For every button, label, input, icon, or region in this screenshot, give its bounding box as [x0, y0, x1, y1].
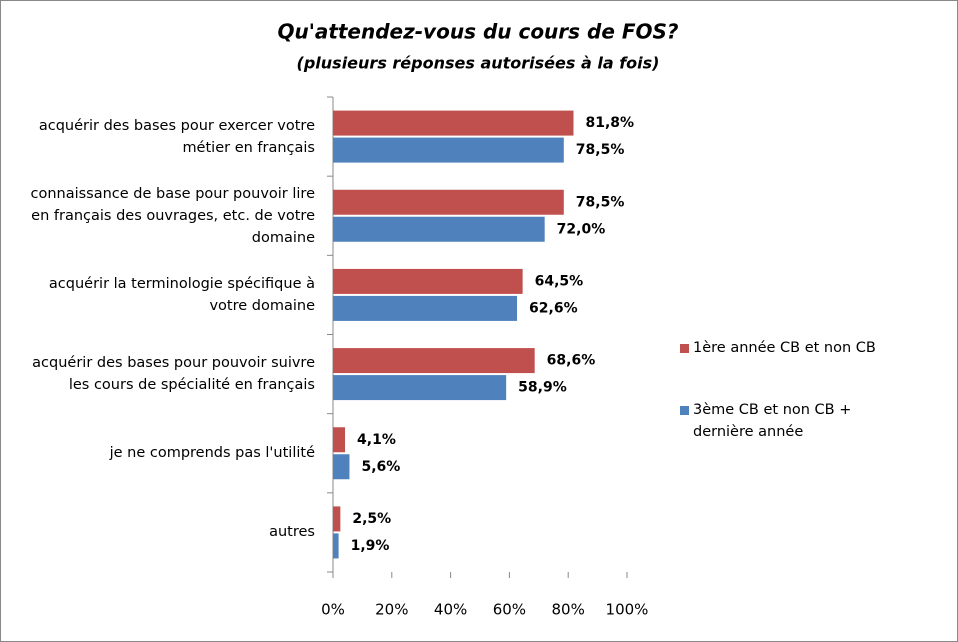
bar — [333, 375, 507, 401]
bar — [333, 454, 350, 480]
x-tick-label: 80% — [552, 601, 585, 619]
value-label: 1,9% — [351, 538, 390, 554]
value-label: 78,5% — [576, 142, 625, 158]
value-label: 72,0% — [557, 221, 606, 237]
category-label: autres — [269, 524, 315, 541]
value-label: 68,6% — [547, 353, 596, 369]
value-label: 2,5% — [352, 511, 391, 527]
legend-label: 1ère année CB et non CB — [693, 340, 876, 356]
value-label: 78,5% — [576, 194, 625, 210]
value-label: 58,9% — [518, 380, 567, 396]
bar — [333, 348, 535, 374]
x-tick-label: 0% — [321, 601, 345, 619]
value-label: 62,6% — [529, 300, 578, 316]
chart-title: Qu'attendez-vous du cours de FOS? — [277, 20, 678, 44]
legend-swatch — [680, 406, 689, 415]
value-label: 4,1% — [357, 432, 396, 448]
bar — [333, 137, 564, 163]
category-label: connaissance de base pour pouvoir lire e… — [30, 185, 315, 246]
legend-swatch — [680, 344, 689, 353]
value-label: 5,6% — [361, 459, 400, 475]
category-label: acquérir des bases pour exercer votre mé… — [38, 117, 315, 156]
category-label: acquérir des bases pour pouvoir suivre l… — [32, 355, 315, 394]
category-label: je ne comprends pas l'utilité — [109, 445, 315, 462]
value-label: 64,5% — [535, 273, 584, 289]
x-tick-label: 40% — [434, 601, 467, 619]
bar — [333, 110, 574, 136]
bar — [333, 216, 545, 242]
value-label: 81,8% — [585, 115, 634, 131]
x-tick-label: 100% — [606, 601, 649, 619]
bar — [333, 268, 523, 294]
bar — [333, 533, 339, 559]
x-tick-label: 60% — [493, 601, 526, 619]
bar — [333, 427, 346, 453]
bar — [333, 506, 341, 532]
legend-label: 3ème CB et non CB + dernière année — [693, 402, 852, 440]
bar — [333, 189, 564, 215]
category-label: acquérir la terminologie spécifique à vo… — [48, 275, 315, 314]
chart-subtitle: (plusieurs réponses autorisées à la fois… — [297, 54, 660, 73]
bar — [333, 295, 518, 321]
x-tick-label: 20% — [375, 601, 408, 619]
